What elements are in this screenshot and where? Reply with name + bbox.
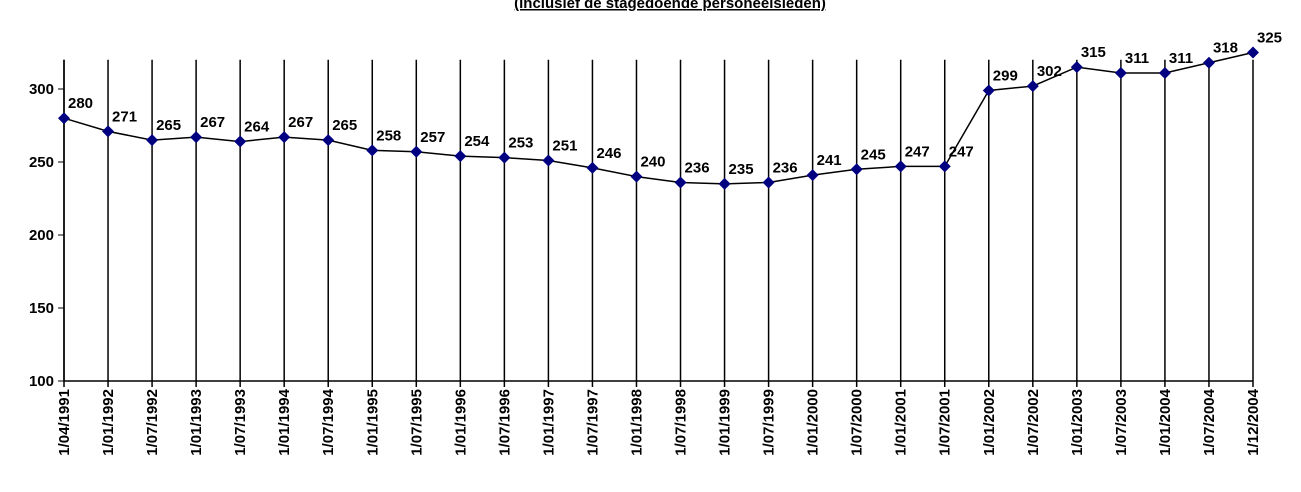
- marker: [58, 112, 70, 125]
- chart-title: (inclusief de stagedoende personeelslede…: [514, 0, 826, 12]
- x-tick-label: 1/07/2001: [937, 389, 954, 456]
- y-tick-label: 200: [29, 227, 54, 244]
- marker: [1070, 61, 1083, 74]
- x-tick-label: 1/01/1999: [717, 389, 734, 456]
- x-tick-label: 1/07/2002: [1025, 389, 1042, 456]
- data-label: 246: [596, 145, 621, 162]
- x-tick-label: 1/07/1993: [232, 389, 249, 456]
- marker: [498, 151, 511, 164]
- data-label: 264: [244, 119, 270, 136]
- y-tick-label: 250: [29, 154, 54, 171]
- marker: [806, 169, 819, 182]
- marker: [1114, 66, 1127, 79]
- x-tick-label: 1/07/1997: [584, 389, 601, 456]
- marker: [410, 145, 423, 158]
- data-label: 235: [729, 161, 754, 178]
- data-label: 240: [640, 154, 665, 171]
- x-tick-label: 1/01/1995: [364, 389, 381, 456]
- data-label: 315: [1081, 44, 1106, 61]
- x-tick-label: 1/01/1998: [628, 389, 645, 456]
- x-tick-label: 1/07/1994: [320, 388, 337, 455]
- marker: [982, 84, 995, 97]
- data-label: 254: [464, 133, 490, 150]
- marker: [586, 161, 599, 174]
- x-tick-label: 1/01/2001: [893, 389, 910, 456]
- marker: [366, 144, 379, 157]
- data-label: 257: [420, 129, 445, 146]
- data-label: 247: [905, 143, 930, 160]
- x-tick-label: 1/01/2003: [1069, 389, 1086, 456]
- data-label: 236: [773, 159, 798, 176]
- data-label: 267: [288, 114, 313, 131]
- x-tick-label: 1/01/2000: [805, 389, 822, 456]
- data-label: 258: [376, 127, 401, 144]
- marker: [1202, 56, 1215, 69]
- x-tick-label: 1/07/1999: [761, 389, 778, 456]
- x-tick-label: 1/01/1992: [100, 389, 117, 456]
- x-tick-label: 1/01/2002: [981, 389, 998, 456]
- marker: [1026, 80, 1039, 93]
- marker: [190, 131, 203, 144]
- marker: [674, 176, 687, 189]
- marker: [146, 134, 159, 147]
- data-label: 253: [508, 135, 533, 152]
- data-label: 311: [1169, 50, 1193, 67]
- data-label: 241: [817, 152, 842, 169]
- data-label: 265: [332, 117, 357, 134]
- x-tick-label: 1/07/2004: [1201, 388, 1218, 455]
- data-label: 302: [1037, 63, 1062, 80]
- x-tick-label: 1/07/2003: [1113, 389, 1130, 456]
- y-tick-label: 300: [29, 81, 54, 98]
- data-label: 247: [949, 143, 974, 160]
- data-label: 325: [1257, 30, 1282, 47]
- x-tick-label: 1/07/1996: [496, 389, 513, 456]
- marker: [322, 134, 335, 147]
- data-label: 245: [861, 146, 886, 163]
- marker: [278, 131, 291, 144]
- y-tick-label: 100: [29, 373, 54, 390]
- x-tick-label: 1/12/2004: [1245, 388, 1262, 455]
- data-label: 267: [200, 114, 225, 131]
- x-tick-label: 1/01/1993: [188, 389, 205, 456]
- x-tick-label: 1/07/1998: [673, 389, 690, 456]
- y-tick-label: 150: [29, 300, 54, 317]
- x-tick-label: 1/01/1996: [452, 389, 469, 456]
- x-tick-label: 1/01/2004: [1157, 388, 1174, 455]
- data-label: 280: [68, 95, 93, 112]
- data-label: 318: [1213, 40, 1238, 57]
- data-label: 251: [552, 138, 577, 155]
- x-tick-label: 1/07/2000: [849, 389, 866, 456]
- x-tick-label: 1/07/1992: [144, 389, 161, 456]
- marker: [938, 160, 951, 173]
- x-tick-label: 1/01/1997: [540, 389, 557, 456]
- marker: [454, 150, 467, 163]
- x-tick-label: 1/04/1991: [56, 389, 73, 456]
- data-label: 271: [112, 108, 137, 125]
- marker: [718, 177, 731, 190]
- x-tick-label: 1/01/1994: [276, 388, 293, 455]
- marker: [894, 160, 907, 173]
- marker: [234, 135, 247, 148]
- marker: [1158, 66, 1171, 79]
- data-label: 299: [993, 67, 1018, 84]
- x-tick-label: 1/07/1995: [408, 389, 425, 456]
- line: [63, 51, 1254, 185]
- marker: [630, 170, 643, 183]
- data-label: 311: [1125, 50, 1149, 67]
- marker: [542, 154, 555, 167]
- marker: [102, 125, 115, 138]
- data-label: 236: [685, 159, 710, 176]
- marker: [762, 176, 775, 189]
- marker: [850, 163, 863, 176]
- marker: [1247, 46, 1259, 59]
- data-label: 265: [156, 117, 181, 134]
